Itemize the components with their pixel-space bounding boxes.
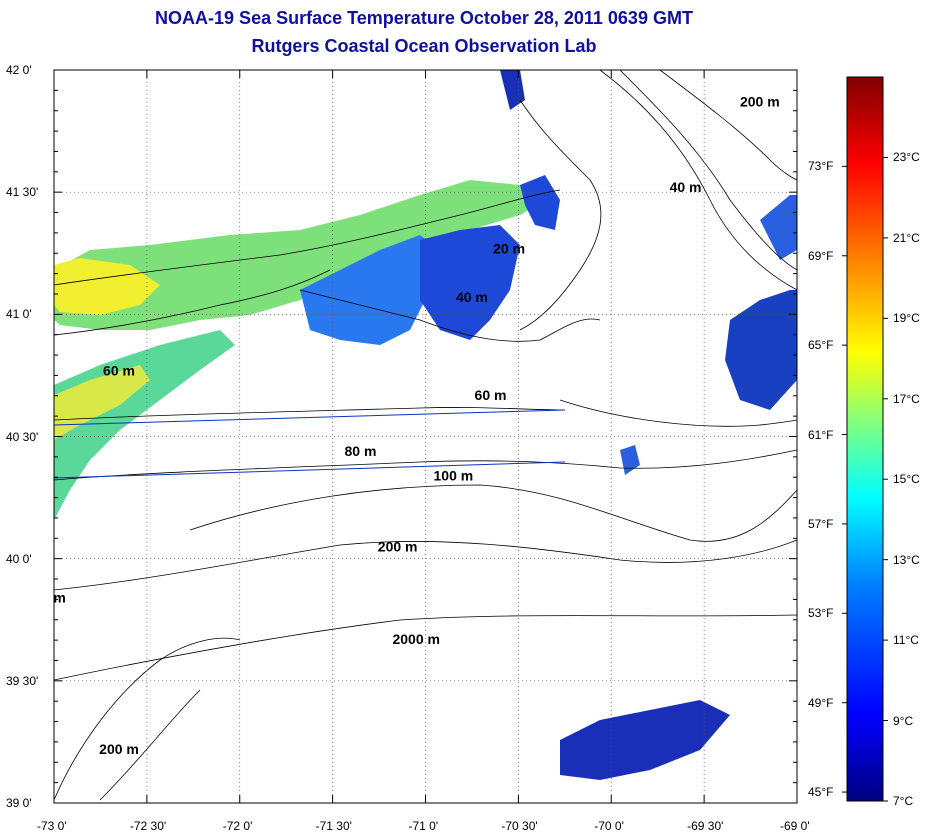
colorbar-celsius-label: 7°C [893, 794, 914, 808]
isobath-label: m [53, 590, 65, 606]
isobath-georges-2 [619, 70, 797, 271]
map-title: NOAA-19 Sea Surface Temperature October … [155, 8, 693, 28]
lon-tick-label: -72 30' [129, 819, 167, 833]
sst-patch-ri-sound [300, 235, 440, 345]
isobath-shelf-sw [54, 637, 241, 801]
lon-tick-label: -70 30' [501, 819, 538, 833]
map-subtitle: Rutgers Coastal Ocean Observation Lab [251, 36, 597, 56]
lat-tick-label: 39 30' [6, 673, 39, 688]
isobath-2000m [54, 614, 797, 681]
isobath-80m [54, 449, 797, 481]
lon-tick-label: -72 0' [222, 819, 253, 833]
sst-patch-mid [620, 445, 640, 475]
isobath-label: 100 m [434, 467, 474, 483]
isobath-200m [54, 539, 797, 591]
isobath-label: 40 m [456, 289, 488, 305]
sst-patch-long-island-sound [54, 180, 545, 330]
colorbar-celsius-label: 21°C [893, 230, 920, 245]
isobath-shelf-sw-2 [99, 689, 201, 801]
sst-patch-warm-core [54, 258, 160, 315]
isobath-labels: 200 m 40 m 20 m 40 m 60 m 60 m 80 m 100 m 200 m 2… [53, 94, 779, 757]
colorbar-ticks [842, 156, 888, 802]
coastline-ri [299, 289, 601, 342]
isobath-20m [54, 189, 561, 286]
isobath-georges-3 [659, 70, 797, 181]
colorbar-fahrenheit-label: 53°F [808, 606, 834, 621]
isobath-40m [54, 269, 331, 336]
colorbar-fahrenheit-label: 61°F [808, 427, 834, 442]
sst-patch-east-north [760, 195, 797, 260]
colorbar-fahrenheit-label: 65°F [808, 338, 834, 353]
sst-data-layer [54, 70, 797, 780]
isobath-60m-east [559, 399, 797, 427]
lat-tick-label: 40 0' [6, 551, 32, 566]
lon-tick-label: -71 30' [315, 819, 352, 833]
sst-patch-south-shore [54, 330, 235, 520]
satellite-swath-line-1 [54, 409, 566, 426]
colorbar-fahrenheit-label: 73°F [808, 159, 834, 174]
colorbar-celsius-label: 15°C [893, 472, 920, 487]
colorbar-celsius-label: 19°C [893, 311, 920, 326]
colorbar-fahrenheit-label: 49°F [808, 695, 834, 710]
lat-tick-label: 40 30' [6, 429, 39, 444]
lat-tick-label: 41 0' [6, 307, 32, 322]
isobath-label: 200 m [378, 538, 418, 554]
lat-tick-label: 42 0' [6, 63, 32, 77]
lon-tick-label: -69 30' [687, 819, 724, 833]
colorbar-celsius-label: 23°C [893, 150, 920, 165]
colorbar-fahrenheit-label: 69°F [808, 248, 834, 263]
isobath-label: 200 m [740, 94, 780, 110]
colorbar-celsius-label: 13°C [893, 552, 920, 567]
sst-patch-buzzards [420, 225, 520, 340]
colorbar-celsius-label: 17°C [893, 391, 920, 406]
lon-tick-label: -69 0' [780, 819, 810, 833]
sst-patch-boston [500, 70, 525, 110]
colorbar-celsius-label: 11°C [893, 633, 919, 648]
colorbar-fahrenheit-label: 57°F [808, 516, 834, 531]
isobath-label: 60 m [475, 387, 507, 403]
lon-tick-label: -70 0' [594, 819, 624, 833]
isobath-100m [189, 484, 797, 542]
sst-patch-east [725, 290, 797, 410]
isobath-label: 200 m [99, 741, 139, 757]
colorbar-fahrenheit-label: 45°F [808, 785, 834, 800]
isobath-contours [54, 70, 797, 801]
lat-tick-label: 41 30' [6, 185, 39, 200]
isobath-60m [54, 407, 566, 421]
sst-patch-southeast [560, 700, 730, 780]
sst-patch-cape [520, 175, 560, 230]
colorbar [846, 76, 884, 802]
lat-tick-label: 39 0' [6, 796, 32, 810]
lon-tick-label: -73 0' [37, 819, 67, 833]
coastline-cape [519, 99, 602, 331]
isobath-label: 2000 m [392, 631, 439, 647]
sst-patch-south-shore-warm [54, 365, 150, 440]
isobath-label: 80 m [345, 443, 377, 459]
colorbar-celsius-label: 9°C [893, 713, 914, 728]
satellite-swath-line-2 [54, 461, 566, 479]
lon-tick-label: -71 0' [408, 819, 439, 833]
isobath-label: 60 m [103, 362, 135, 378]
isobath-label: 20 m [493, 240, 525, 256]
isobath-georges [599, 70, 797, 291]
map-ticks [53, 69, 798, 804]
isobath-label: 40 m [670, 179, 702, 195]
